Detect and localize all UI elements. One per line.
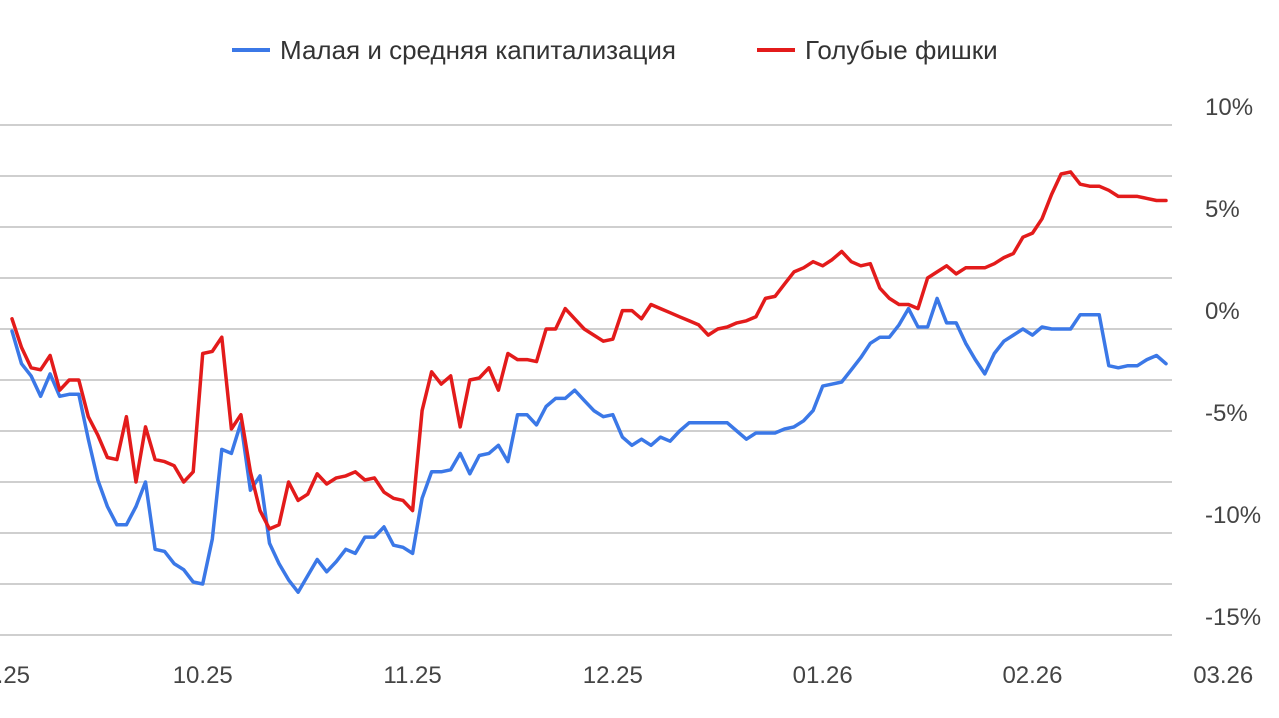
x-tick-label: 12.25 xyxy=(583,662,643,689)
series-lines xyxy=(10,170,1168,594)
series-line-blue-chips xyxy=(10,170,1168,531)
y-tick-label: 10% xyxy=(1205,94,1253,121)
x-tick-label: 03.26 xyxy=(1193,662,1253,689)
gridlines xyxy=(0,124,1172,636)
y-tick-label: 5% xyxy=(1205,196,1240,223)
x-tick-label: 01.26 xyxy=(793,662,853,689)
y-tick-label: 0% xyxy=(1205,298,1240,325)
x-tick-label: 10.25 xyxy=(173,662,233,689)
y-axis-tick-labels: 10% 5% 0% -5% -10% -15% xyxy=(1205,94,1261,631)
x-tick-label: 11.25 xyxy=(383,662,441,689)
y-tick-label: -10% xyxy=(1205,502,1261,529)
y-tick-label: -15% xyxy=(1205,604,1261,631)
y-tick-label: -5% xyxy=(1205,400,1248,427)
legend: Малая и средняя капитализация Голубые фи… xyxy=(232,35,998,65)
x-tick-label: 02.26 xyxy=(1002,662,1062,689)
legend-label-small-mid-cap: Малая и средняя капитализация xyxy=(280,35,676,65)
legend-label-blue-chips: Голубые фишки xyxy=(805,35,998,65)
x-tick-label: 09.25 xyxy=(0,662,30,689)
series-line-small-mid-cap xyxy=(10,296,1168,594)
x-axis-tick-labels: 09.25 10.25 11.25 12.25 01.26 02.26 03.26 xyxy=(0,662,1253,689)
